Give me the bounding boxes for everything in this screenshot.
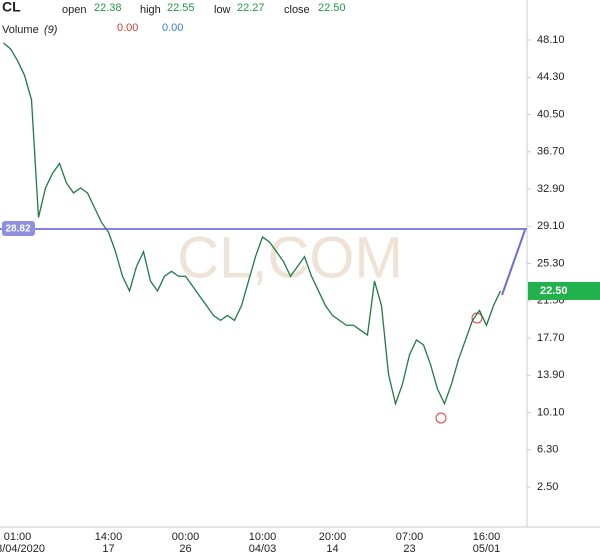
y-tick-label: 44.30 <box>537 71 565 83</box>
y-tick-label: 32.90 <box>537 183 565 195</box>
watermark: CL,COM <box>177 225 403 290</box>
low-value: 22.27 <box>237 2 265 14</box>
last-price-label: 22.50 <box>540 285 568 297</box>
open-label: open <box>62 4 86 16</box>
last-price-tag <box>528 281 600 300</box>
y-tick-label: 17.70 <box>537 332 565 344</box>
trend-line <box>501 229 526 296</box>
high-label: high <box>140 4 161 16</box>
y-tick-label: 6.30 <box>537 444 558 456</box>
close-value: 22.50 <box>318 2 346 14</box>
marker-circle <box>435 412 447 424</box>
x-tick-sublabel: 23 <box>403 543 415 555</box>
y-tick-label: 25.30 <box>537 257 565 269</box>
x-tick-sublabel: 04/03 <box>249 543 277 555</box>
price-line <box>3 42 502 406</box>
volume-label: Volume <box>2 24 39 36</box>
y-tick-label: 48.10 <box>537 34 565 46</box>
x-tick-label: 10:00 <box>249 531 277 543</box>
x-tick-sublabel: 26 <box>179 543 191 555</box>
x-tick-label: 16:00 <box>473 531 501 543</box>
y-tick-label: 13.90 <box>537 369 565 381</box>
volume-period: (9) <box>44 24 58 36</box>
y-tick-label: 2.50 <box>537 481 558 493</box>
close-label: close <box>284 4 310 16</box>
x-tick-label: 20:00 <box>319 531 347 543</box>
x-tick-label: 07:00 <box>396 531 424 543</box>
volume-b: 0.00 <box>162 22 183 34</box>
hline-tag <box>2 220 35 236</box>
y-tick-label: 10.10 <box>537 406 565 418</box>
open-value: 22.38 <box>94 2 122 14</box>
y-tick-label: 40.50 <box>537 108 565 120</box>
symbol: CL <box>2 0 21 15</box>
x-tick-label: 01:00 <box>4 531 32 543</box>
x-tick-label: 00:00 <box>172 531 200 543</box>
y-tick-label: 36.70 <box>537 146 565 158</box>
x-tick-sublabel: 05/01 <box>473 543 501 555</box>
volume-a: 0.00 <box>117 22 138 34</box>
x-tick-sublabel: 17 <box>102 543 114 555</box>
high-value: 22.55 <box>167 2 195 14</box>
x-tick-label: 14:00 <box>95 531 123 543</box>
low-label: low <box>214 4 231 16</box>
x-tick-sublabel: 03/04/2020 <box>0 543 45 555</box>
x-tick-sublabel: 14 <box>326 543 338 555</box>
hline-label: 28.82 <box>5 224 30 235</box>
y-tick-label: 29.10 <box>537 220 565 232</box>
